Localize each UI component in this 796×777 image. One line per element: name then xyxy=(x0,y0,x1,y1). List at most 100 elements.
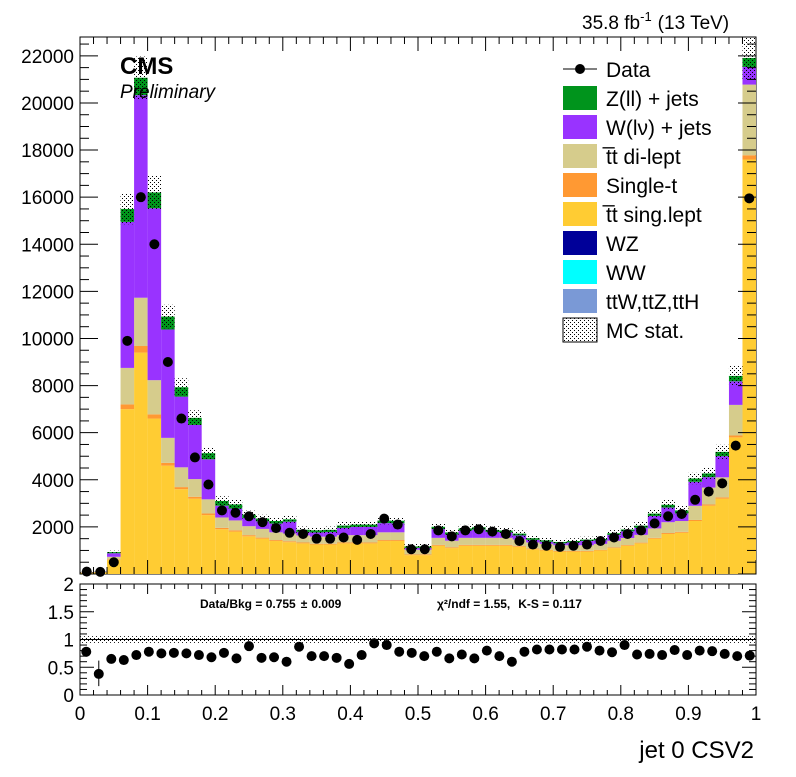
ratio-point xyxy=(707,646,717,656)
bar-ttdi xyxy=(634,535,648,543)
x-tick-label: 0.9 xyxy=(675,704,701,725)
bar-ttsl xyxy=(337,543,351,574)
bar-ttsl xyxy=(418,555,432,574)
mc-stat-error-box xyxy=(323,527,337,534)
bar-ttsl xyxy=(242,536,256,574)
bar-singlet xyxy=(134,346,148,353)
bar-ttsl xyxy=(377,541,391,574)
ratio-y-tick-label: 0.5 xyxy=(48,658,74,679)
bar-ttsl xyxy=(526,549,540,574)
ratio-y-tick-label: 1 xyxy=(63,631,74,652)
ratio-point xyxy=(532,644,542,654)
data-point xyxy=(460,525,470,535)
ratio-y-tick-label: 2 xyxy=(63,575,74,596)
bar-ttdi xyxy=(202,499,216,513)
bar-singlet xyxy=(404,554,418,555)
data-point xyxy=(163,357,173,367)
data-point xyxy=(582,540,592,550)
ratio-point xyxy=(307,651,317,661)
y-tick-label: 4000 xyxy=(32,471,74,492)
x-tick-label: 0.6 xyxy=(472,704,498,725)
ratio-point xyxy=(319,651,329,661)
bar-ttsl xyxy=(661,534,675,574)
bar-ttdi xyxy=(661,522,675,533)
bar-wlv xyxy=(107,553,121,557)
bar-ttsl xyxy=(161,466,175,574)
bar-ttdi xyxy=(161,438,175,463)
ratio-point xyxy=(81,647,91,657)
ratio-point xyxy=(595,646,605,656)
ratio-point xyxy=(282,657,292,667)
ratio-point xyxy=(419,651,429,661)
legend-entry: t̅t sing.lept xyxy=(563,202,702,227)
bar-singlet xyxy=(121,404,135,409)
data-point xyxy=(704,487,714,497)
data-point xyxy=(650,518,660,528)
bar-ttsl xyxy=(634,543,648,574)
bar-ttsl xyxy=(580,552,594,574)
bar-ttsl xyxy=(594,550,608,574)
legend-entry: ttW,ttZ,ttH xyxy=(563,289,699,314)
legend-entry: MC stat. xyxy=(563,318,684,343)
bar-singlet xyxy=(391,540,405,541)
ratio-point xyxy=(444,653,454,663)
mc-stat-error-box xyxy=(715,445,729,459)
data-point xyxy=(474,524,484,534)
bar-wlv xyxy=(377,523,391,532)
bar-ttdi xyxy=(648,528,662,537)
data-point xyxy=(514,536,524,546)
ratio-point xyxy=(607,647,617,657)
bar-ttsl xyxy=(715,499,729,574)
bar-ttsl xyxy=(742,159,756,574)
bar-singlet xyxy=(634,543,648,544)
bar-singlet xyxy=(499,545,513,546)
ratio-point xyxy=(206,652,216,662)
chi2-ks-text: χ²/ndf = 1.55,K-S = 0.117 xyxy=(437,597,582,611)
ratio-point xyxy=(181,648,191,658)
ratio-point xyxy=(695,646,705,656)
legend-entry: Data xyxy=(563,59,651,82)
ratio-point xyxy=(344,659,354,669)
legend-swatch xyxy=(563,260,597,284)
bar-singlet xyxy=(364,542,378,543)
data-point xyxy=(352,535,362,545)
ratio-point xyxy=(732,651,742,661)
legend-swatch xyxy=(563,86,597,110)
legend-swatch xyxy=(563,202,597,226)
bar-ttdi xyxy=(688,506,702,520)
bar-wlv xyxy=(715,456,729,477)
ratio-point xyxy=(745,651,755,661)
bar-singlet xyxy=(648,538,662,539)
bar-ttsl xyxy=(486,546,500,574)
bar-ttsl xyxy=(513,547,527,574)
data-point xyxy=(555,542,565,552)
data-point xyxy=(636,525,646,535)
data-point xyxy=(690,495,700,505)
ratio-point xyxy=(544,644,554,654)
bar-wlv xyxy=(121,222,135,368)
x-tick-label: 0.8 xyxy=(608,704,634,725)
bar-ttsl xyxy=(472,546,486,574)
mc-stat-error-box xyxy=(229,500,243,509)
bar-singlet xyxy=(445,547,459,548)
y-tick-label: 2000 xyxy=(32,518,74,539)
legend-label: Z(ll) + jets xyxy=(606,88,699,111)
ratio-point xyxy=(106,654,116,664)
mc-stat-error-box xyxy=(310,527,324,534)
x-tick-label: 0 xyxy=(75,704,86,725)
bar-ttdi xyxy=(391,532,405,540)
ratio-point xyxy=(432,647,442,657)
bar-ttdi xyxy=(242,526,256,535)
legend-label: Data xyxy=(606,59,651,82)
bar-wlv xyxy=(188,425,202,479)
legend-data-marker xyxy=(575,64,585,74)
bar-singlet xyxy=(323,544,337,545)
ratio-point xyxy=(244,641,254,651)
bar-ttdi xyxy=(621,538,635,545)
data-point xyxy=(677,509,687,519)
ratio-point xyxy=(720,649,730,659)
bar-singlet xyxy=(567,551,581,552)
legend-entry: Single-t xyxy=(563,173,677,198)
